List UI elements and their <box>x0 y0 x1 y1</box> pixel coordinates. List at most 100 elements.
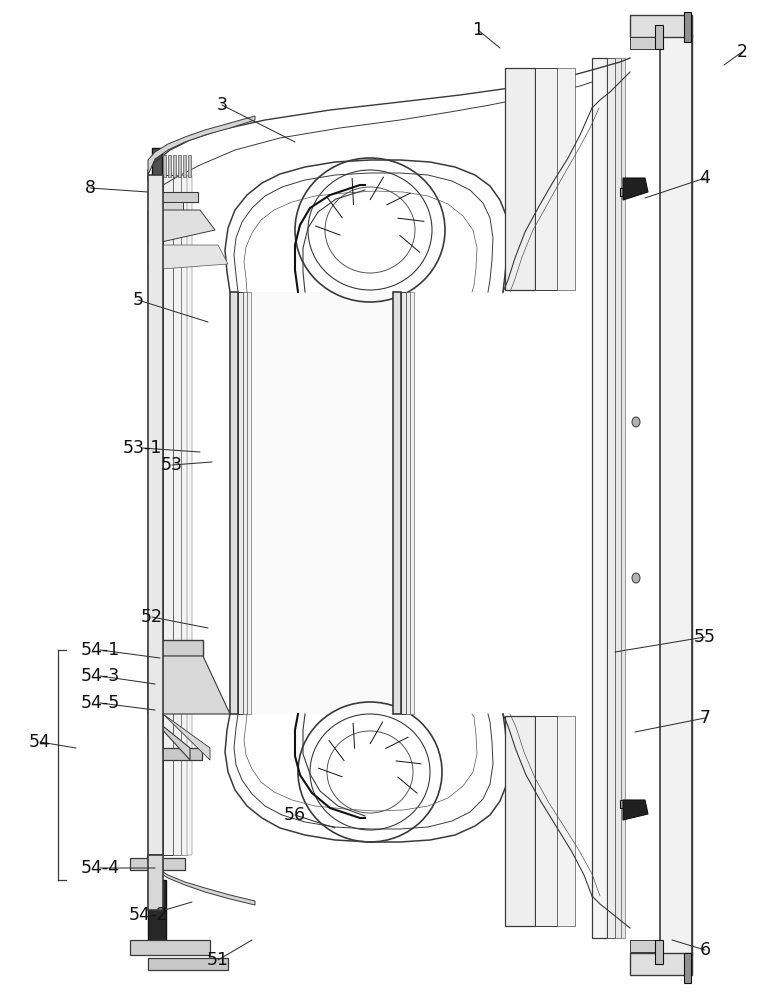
Bar <box>410 292 414 714</box>
Ellipse shape <box>519 266 526 277</box>
Bar <box>148 665 160 735</box>
Bar <box>505 68 535 290</box>
Bar <box>401 292 406 714</box>
Bar <box>620 188 632 196</box>
Bar <box>393 292 401 714</box>
Text: 56: 56 <box>284 806 306 824</box>
Text: 2: 2 <box>736 43 747 61</box>
Bar <box>620 800 632 808</box>
Bar <box>230 292 238 714</box>
Bar <box>535 68 557 290</box>
Text: 7: 7 <box>700 709 711 727</box>
Bar <box>535 716 557 926</box>
Text: 54-2: 54-2 <box>129 906 168 924</box>
Text: 54: 54 <box>29 733 51 751</box>
Bar <box>243 292 247 714</box>
Bar <box>630 37 660 49</box>
Bar <box>630 940 660 952</box>
Bar <box>148 958 228 970</box>
Polygon shape <box>148 116 255 175</box>
Ellipse shape <box>519 170 526 182</box>
Bar <box>148 880 166 950</box>
Text: 1: 1 <box>473 21 484 39</box>
Ellipse shape <box>519 91 526 102</box>
Polygon shape <box>148 855 255 905</box>
Ellipse shape <box>519 250 526 261</box>
Bar <box>148 192 198 202</box>
Ellipse shape <box>519 848 526 859</box>
Bar <box>615 58 621 938</box>
Text: 4: 4 <box>700 169 711 187</box>
Polygon shape <box>148 714 190 760</box>
Ellipse shape <box>542 96 552 114</box>
Text: 53-1: 53-1 <box>122 439 161 457</box>
Bar <box>163 175 173 855</box>
Ellipse shape <box>519 154 526 165</box>
Bar <box>130 940 210 955</box>
Bar <box>173 175 181 855</box>
Bar <box>163 155 166 177</box>
Text: 5: 5 <box>133 291 144 309</box>
Text: 3: 3 <box>217 96 228 114</box>
Bar <box>187 175 192 855</box>
Bar <box>148 855 163 910</box>
Ellipse shape <box>519 880 526 892</box>
Polygon shape <box>623 178 648 200</box>
Bar <box>660 35 692 955</box>
Bar <box>178 155 181 177</box>
Text: 54-1: 54-1 <box>80 641 119 659</box>
Text: 6: 6 <box>700 941 711 959</box>
Bar <box>152 748 202 760</box>
Polygon shape <box>163 714 210 760</box>
Bar <box>173 155 176 177</box>
Bar <box>183 155 186 177</box>
Bar <box>152 148 162 178</box>
Ellipse shape <box>542 849 552 867</box>
Text: 54-5: 54-5 <box>80 694 119 712</box>
Ellipse shape <box>519 122 526 133</box>
Polygon shape <box>623 800 648 820</box>
Ellipse shape <box>519 736 526 748</box>
Ellipse shape <box>519 186 526 198</box>
Text: 54-3: 54-3 <box>80 667 119 685</box>
Ellipse shape <box>542 759 552 777</box>
Ellipse shape <box>519 864 526 876</box>
Text: 55: 55 <box>694 628 716 646</box>
Ellipse shape <box>542 208 552 226</box>
Bar <box>630 953 692 975</box>
Ellipse shape <box>519 202 526 214</box>
Bar <box>592 58 607 938</box>
Ellipse shape <box>542 236 552 254</box>
Bar <box>557 68 575 290</box>
Ellipse shape <box>519 896 526 908</box>
Ellipse shape <box>519 720 526 732</box>
Ellipse shape <box>542 124 552 142</box>
Ellipse shape <box>519 752 526 764</box>
Ellipse shape <box>519 816 526 828</box>
Text: 54-4: 54-4 <box>80 859 119 877</box>
Bar <box>655 940 663 964</box>
Text: 51: 51 <box>207 951 229 969</box>
Bar <box>655 25 663 49</box>
Ellipse shape <box>542 152 552 170</box>
Ellipse shape <box>519 75 526 86</box>
Ellipse shape <box>542 819 552 837</box>
Bar <box>557 716 575 926</box>
Text: 52: 52 <box>141 608 163 626</box>
Ellipse shape <box>519 784 526 796</box>
Bar <box>188 155 191 177</box>
Bar <box>251 292 393 714</box>
Bar <box>607 58 615 938</box>
Bar <box>168 155 171 177</box>
Bar <box>684 953 691 983</box>
Ellipse shape <box>519 768 526 780</box>
Ellipse shape <box>542 180 552 198</box>
Bar <box>630 15 692 37</box>
Bar <box>130 858 185 870</box>
Bar <box>247 292 251 714</box>
Ellipse shape <box>632 417 640 427</box>
Ellipse shape <box>519 234 526 245</box>
Ellipse shape <box>519 138 526 149</box>
Ellipse shape <box>519 219 526 230</box>
Polygon shape <box>148 656 230 714</box>
